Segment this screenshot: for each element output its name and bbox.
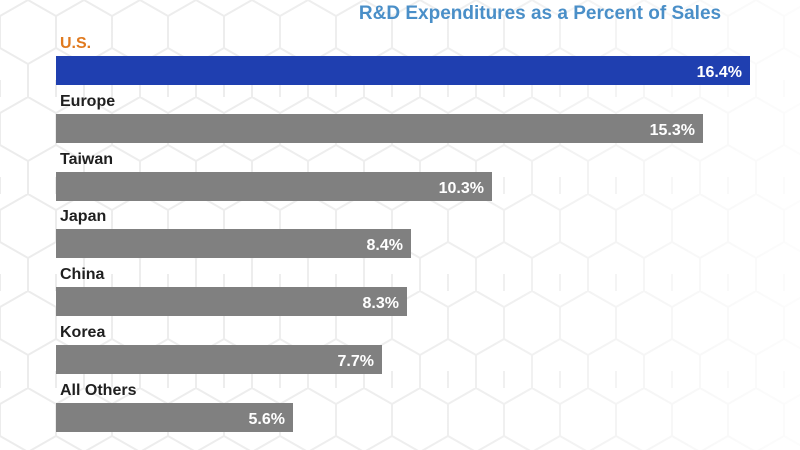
category-label: Europe xyxy=(60,92,116,110)
bar: 15.3% xyxy=(56,113,703,143)
bar-value-label: 5.6% xyxy=(248,410,285,428)
category-label: All Others xyxy=(60,381,137,399)
bar: 5.6% xyxy=(56,402,293,432)
category-label: China xyxy=(60,266,105,284)
bar: 8.3% xyxy=(56,287,407,317)
bar: 8.4% xyxy=(56,229,411,259)
category-label: Taiwan xyxy=(60,150,114,168)
category-label: Japan xyxy=(60,208,107,226)
bar-value-label: 16.4% xyxy=(696,64,742,81)
bar-value-label: 15.3% xyxy=(649,121,695,139)
bar-value-label: 7.7% xyxy=(337,353,374,370)
bar: 7.7% xyxy=(56,345,382,374)
chart-title: R&D Expenditures as a Percent of Sales xyxy=(358,3,722,24)
bar-value-label: 8.4% xyxy=(366,237,403,255)
category-label: Korea xyxy=(60,324,106,341)
bar: 10.3% xyxy=(56,171,492,201)
category-label: U.S. xyxy=(60,35,92,52)
bar-value-label: 8.3% xyxy=(362,295,399,313)
bar: 16.4% xyxy=(56,56,750,85)
bar-value-label: 10.3% xyxy=(438,179,484,197)
